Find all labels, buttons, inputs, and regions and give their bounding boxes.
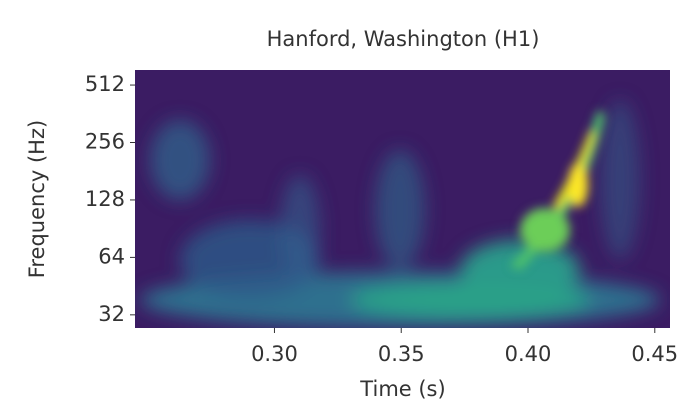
y-axis-label: Frequency (Hz)	[25, 120, 49, 278]
y-tick-label: 512	[85, 72, 125, 96]
y-tick-label: 256	[85, 130, 125, 154]
y-tick-label: 32	[98, 302, 125, 326]
y-tick-label: 64	[98, 244, 125, 268]
chart-title: Hanford, Washington (H1)	[267, 27, 540, 51]
x-tick-label: 0.45	[631, 342, 678, 366]
x-tick-label: 0.30	[251, 342, 298, 366]
x-tick-label: 0.35	[378, 342, 425, 366]
spectrogram-image	[135, 70, 670, 328]
x-axis-label: Time (s)	[359, 377, 445, 401]
y-tick-label: 128	[85, 187, 125, 211]
x-tick-label: 0.40	[505, 342, 552, 366]
